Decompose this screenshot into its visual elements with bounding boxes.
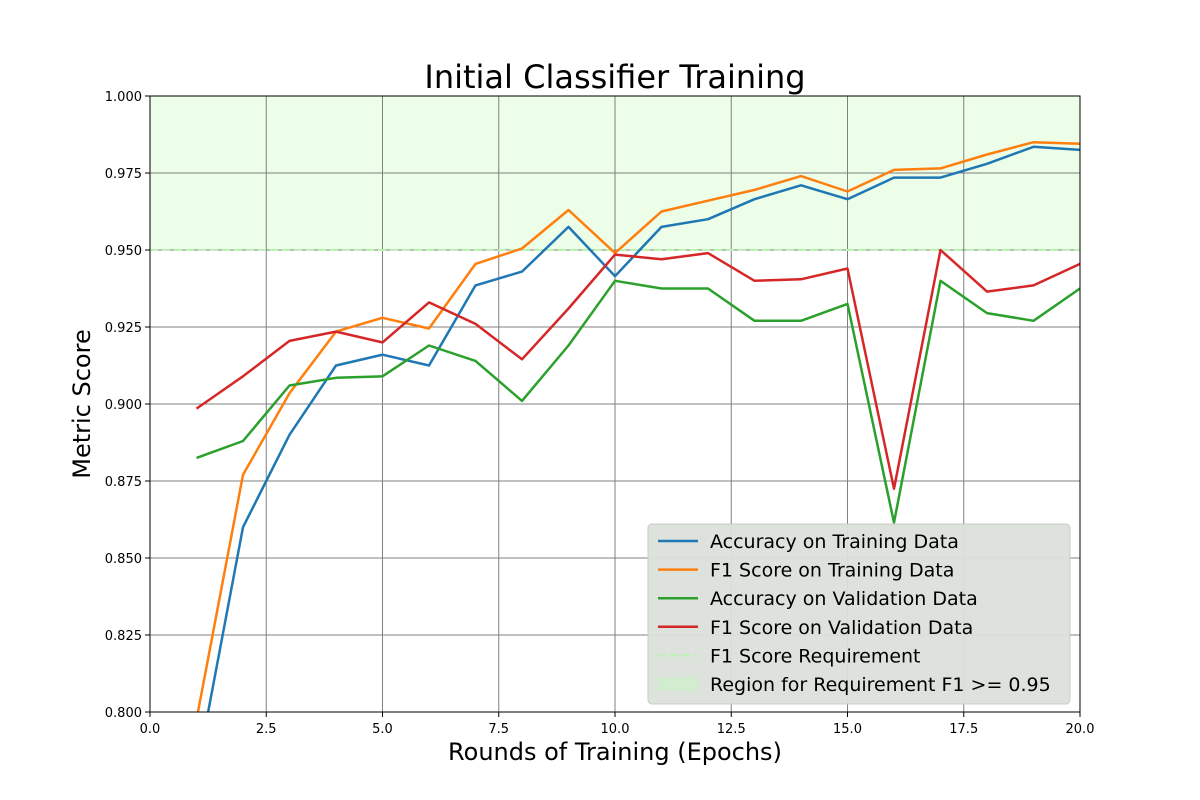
legend-label-requirement: F1 Score Requirement (710, 645, 921, 667)
legend-label-0: Accuracy on Training Data (710, 531, 959, 553)
x-tick-label-3: 7.5 (488, 722, 509, 737)
y-tick-label-1: 0.825 (105, 629, 142, 644)
legend: Accuracy on Training Data F1 Score on Tra… (647, 523, 1071, 705)
legend-label-1: F1 Score on Training Data (710, 560, 954, 582)
legend-swatch-region (658, 677, 698, 691)
plot-area: 0.0 2.5 5.0 7.5 10.0 12.5 15.0 17.5 20.0 0.800 0.8… (105, 90, 1095, 737)
y-axis-label: Metric Score (68, 329, 96, 478)
legend-label-region: Region for Requirement F1 >= 0.95 (710, 674, 1051, 696)
y-tick-label-8: 1.000 (105, 90, 142, 105)
series-line-0 (206, 145, 1080, 712)
x-tick-label-6: 15.0 (833, 722, 862, 737)
series-line-2 (196, 279, 1080, 524)
x-tick-label-0: 0.0 (140, 722, 161, 737)
series-line-1 (196, 140, 1080, 712)
x-tick-label-7: 17.5 (949, 722, 978, 737)
x-tick-label-4: 10.0 (601, 722, 630, 737)
y-tick-label-3: 0.875 (105, 475, 142, 490)
x-axis-label: Rounds of Training (Epochs) (448, 738, 782, 766)
y-tick-label-7: 0.975 (105, 167, 142, 182)
series-line-3 (195, 248, 1080, 490)
x-tick-label-5: 12.5 (717, 722, 746, 737)
x-tick-label-8: 20.0 (1066, 722, 1095, 737)
legend-label-3: F1 Score on Validation Data (710, 617, 973, 639)
series-lines (195, 140, 1080, 712)
x-tick-label-1: 2.5 (256, 722, 277, 737)
y-tick-label-0: 0.800 (105, 706, 142, 721)
y-tick-label-5: 0.925 (105, 321, 142, 336)
y-tick-label-4: 0.900 (105, 398, 142, 413)
legend-label-2: Accuracy on Validation Data (710, 588, 978, 610)
y-tick-label-2: 0.850 (105, 552, 142, 567)
x-tick-label-2: 5.0 (372, 722, 393, 737)
y-tick-label-6: 0.950 (105, 244, 142, 259)
chart-title: Initial Classifier Training (424, 58, 805, 96)
legend-box (647, 523, 1071, 705)
